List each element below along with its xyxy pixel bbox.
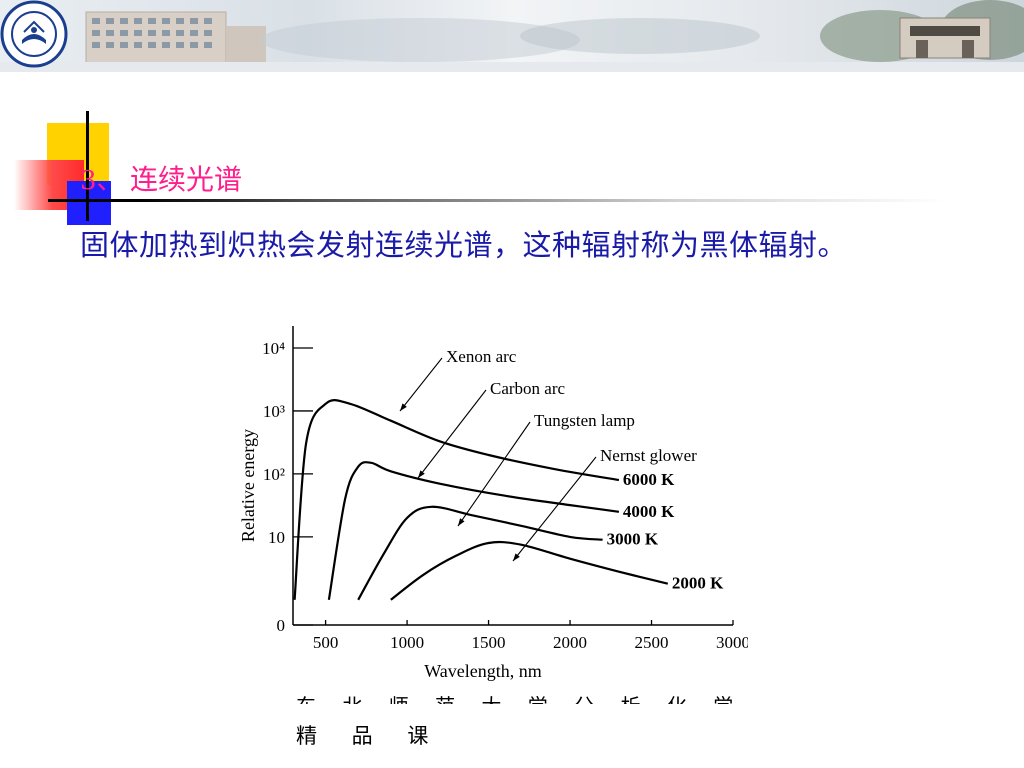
series-pointer-line [512,456,597,562]
series-temperature-label: 4000 K [623,502,675,521]
x-tick-label: 1500 [472,633,506,652]
series-temperature-label: 2000 K [672,574,724,593]
section-title: 连续光谱 [130,163,243,196]
y-axis-label: Relative energy [238,429,258,542]
series-pointer-line [399,357,443,412]
series-name-label: Xenon arc [446,347,517,366]
decor-blue-square [67,181,111,225]
y-tick-label: 10⁴ [262,339,285,358]
series-temperature-label: 3000 K [607,530,659,549]
x-axis-label: Wavelength, nm [424,661,542,681]
y-tick-label: 0 [277,616,286,635]
body-text: 固体加热到炽热会发射连续光谱，这种辐射称为黑体辐射。 [80,228,848,262]
footer-course-line: 东 北 师 范 大 学 分 析 化 学 [296,690,743,704]
series-name-label: Nernst glower [600,446,697,465]
series-temperature-label: 6000 K [623,470,675,489]
decor-vertical-line [86,111,89,221]
chart-svg: 0 10 10² 10³ 10⁴ 500 1000 1500 2000 2500 3000 Wavel… [238,326,750,681]
blackbody-chart: 0 10 10² 10³ 10⁴ 500 1000 1500 2000 2500 3000 Wavel… [228,316,750,692]
series-curve-1 [327,461,620,600]
x-tick-label: 2500 [635,633,669,652]
x-tick-label: 2000 [553,633,587,652]
university-logo [0,0,68,68]
series-pointer-line [457,421,531,527]
series-name-label: Tungsten lamp [534,411,635,430]
footer-course-label: 精 品 课 [296,724,443,748]
x-tick-label: 500 [313,633,339,652]
series-pointer-arrowhead [513,553,520,561]
header-banner [0,0,1024,72]
series-name-label: Carbon arc [490,379,566,398]
campus-banner-image [0,0,1024,72]
x-tick-label: 1000 [390,633,424,652]
series-pointer-arrowhead [458,518,465,526]
series-pointer-arrowhead [400,403,407,411]
y-tick-label: 10 [268,528,285,547]
series-curve-2 [357,505,603,601]
series-curve-0 [293,399,620,600]
x-tick-label: 3000 [716,633,748,652]
series-curve-3 [390,540,669,601]
series-pointer-arrowhead [418,470,425,478]
y-tick-label: 10² [263,465,285,484]
decor-horizontal-line [48,199,948,202]
series-pointer-line [417,389,487,479]
section-number: 3、 [80,166,123,196]
y-tick-label: 10³ [263,402,285,421]
